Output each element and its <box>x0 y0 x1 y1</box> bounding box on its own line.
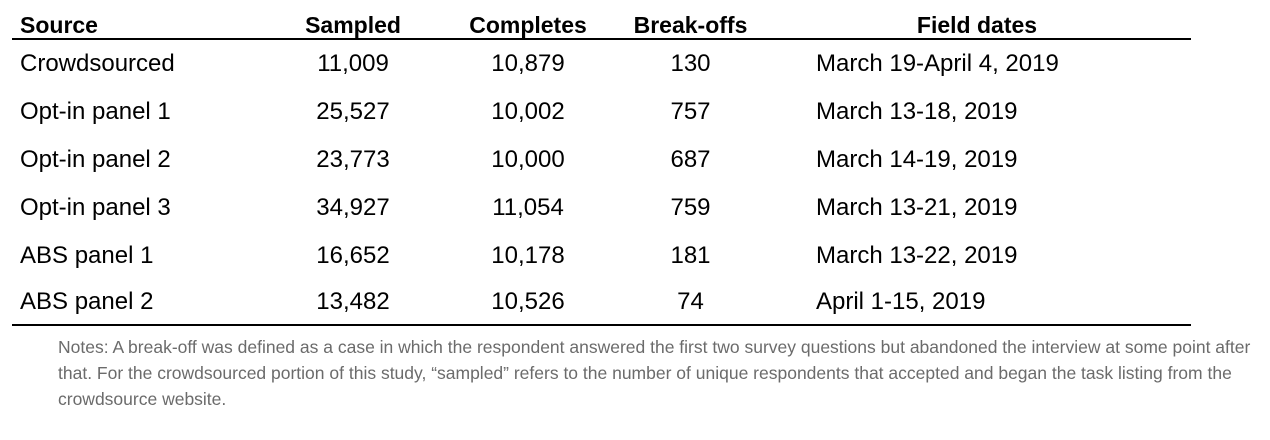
cell-breakoffs: 687 <box>670 146 711 173</box>
cell-source: Crowdsourced <box>20 50 175 77</box>
survey-sources-table-container: Source Sampled Completes Break-offs Fiel… <box>12 8 1191 326</box>
table-row: ABS panel 2 13,482 10,526 74 April 1-15,… <box>12 280 1191 326</box>
cell-sampled: 11,009 <box>317 50 389 77</box>
cell-field-dates: March 14-19, 2019 <box>816 146 1018 173</box>
header-field-dates: Field dates <box>763 8 1191 40</box>
cell-sampled: 16,652 <box>316 242 390 269</box>
cell-breakoffs: 759 <box>670 194 711 221</box>
cell-field-dates: March 13-21, 2019 <box>816 194 1018 221</box>
table-row: Crowdsourced 11,009 10,879 130 March 19-… <box>12 39 1191 88</box>
cell-sampled: 13,482 <box>268 280 438 326</box>
cell-source: ABS panel 2 <box>12 280 268 326</box>
cell-breakoffs: 181 <box>670 242 711 269</box>
header-completes: Completes <box>438 8 618 40</box>
header-breakoffs: Break-offs <box>618 8 763 40</box>
cell-field-dates: April 1-15, 2019 <box>763 280 1191 326</box>
cell-sampled: 34,927 <box>316 194 390 221</box>
cell-source: Opt-in panel 2 <box>20 146 171 173</box>
cell-breakoffs: 130 <box>670 50 711 77</box>
cell-completes: 11,054 <box>492 194 564 221</box>
table-notes: Notes: A break-off was defined as a case… <box>58 337 1251 409</box>
header-sampled: Sampled <box>268 8 438 40</box>
cell-source: Opt-in panel 1 <box>20 98 171 125</box>
cell-sampled: 25,527 <box>316 98 390 125</box>
cell-completes: 10,178 <box>491 242 565 269</box>
cell-breakoffs: 757 <box>670 98 711 125</box>
cell-completes: 10,526 <box>438 280 618 326</box>
cell-field-dates: March 13-18, 2019 <box>816 98 1018 125</box>
cell-field-dates: March 19-April 4, 2019 <box>816 50 1059 77</box>
cell-completes: 10,000 <box>491 146 565 173</box>
cell-field-dates: March 13-22, 2019 <box>816 242 1018 269</box>
table-row: Opt-in panel 1 25,527 10,002 757 March 1… <box>12 88 1191 136</box>
cell-source: Opt-in panel 3 <box>20 194 171 221</box>
header-source: Source <box>12 8 268 40</box>
table-row: Opt-in panel 2 23,773 10,000 687 March 1… <box>12 136 1191 184</box>
cell-sampled: 23,773 <box>316 146 390 173</box>
cell-breakoffs: 74 <box>618 280 763 326</box>
cell-completes: 10,879 <box>491 50 565 77</box>
table-row: ABS panel 1 16,652 10,178 181 March 13-2… <box>12 232 1191 280</box>
cell-completes: 10,002 <box>491 98 565 125</box>
table-header-row: Source Sampled Completes Break-offs Fiel… <box>12 8 1191 40</box>
cell-source: ABS panel 1 <box>20 242 154 269</box>
table-row: Opt-in panel 3 34,927 11,054 759 March 1… <box>12 184 1191 232</box>
survey-sources-table: Source Sampled Completes Break-offs Fiel… <box>12 8 1191 326</box>
